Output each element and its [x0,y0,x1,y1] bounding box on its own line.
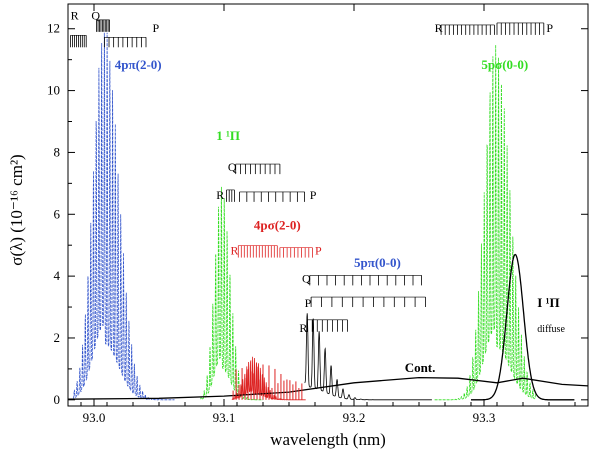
branch-ladder [310,296,426,308]
y-tick-label: 0 [54,392,61,407]
annotation-r: R [435,21,443,35]
plot-frame [67,3,589,407]
branch-ladder [306,319,348,332]
y-tick-label: 6 [54,206,61,221]
x-tick-label: 93.3 [473,410,496,425]
x-tick-label: 93.1 [213,410,236,425]
annotation-p: P [310,188,317,202]
branch-ladder [96,19,110,32]
annotation-q: Q [302,271,311,285]
annotation-p: P [315,243,322,257]
annotation-q: Q [228,160,237,174]
series-1- [200,186,263,401]
x-tick-label: 93.0 [83,410,106,425]
annotation-p: P [546,21,553,35]
annotation-5p-0-0-: 5pσ(0-0) [481,57,528,72]
y-axis-label: σ(λ) (10⁻¹⁶ cm²) [7,154,26,265]
y-tick-label: 8 [54,144,61,159]
annotation-p: P [153,21,160,35]
x-axis-label: wavelength (nm) [270,430,386,449]
annotation-diffuse: diffuse [537,324,565,335]
branch-ladder [237,245,278,258]
annotation-4p-2-0-: 4pπ(2-0) [115,57,162,72]
x-tick-label: 93.2 [343,410,366,425]
y-tick-label: 4 [54,268,61,283]
annotation-r: R [71,8,79,22]
branch-ladder [279,247,313,258]
annotation-r: R [299,321,307,335]
branch-ladder [309,275,423,286]
annotation-5p-0-0-: 5pπ(0-0) [354,255,401,270]
y-tick-label: 10 [47,83,60,98]
branch-ladder [496,22,545,35]
annotation-cont-: Cont. [405,360,436,375]
annotation-i-: I ¹Π [537,295,559,310]
annotation-p: P [305,296,312,310]
annotation-q: Q [91,8,100,22]
branch-ladder [440,24,495,35]
branch-ladder [235,163,281,175]
y-tick-label: 12 [47,21,60,36]
annotation-1-: 1 ¹Π [216,128,240,143]
branch-ladder [70,34,87,48]
annotation-r: R [231,243,239,257]
branch-ladder [239,191,306,202]
series-i-diffuse [471,253,575,401]
series-4p-2-0- [73,32,175,401]
series-5p-0-0- [304,313,432,401]
y-tick-label: 2 [54,330,61,345]
series-5p-0-0- [434,44,537,401]
branch-ladder [226,189,235,202]
series-cont- [67,376,589,400]
annotation-r: R [216,188,224,202]
annotation-4p-2-0-: 4pσ(2-0) [254,218,301,233]
branch-ladder [104,36,147,48]
